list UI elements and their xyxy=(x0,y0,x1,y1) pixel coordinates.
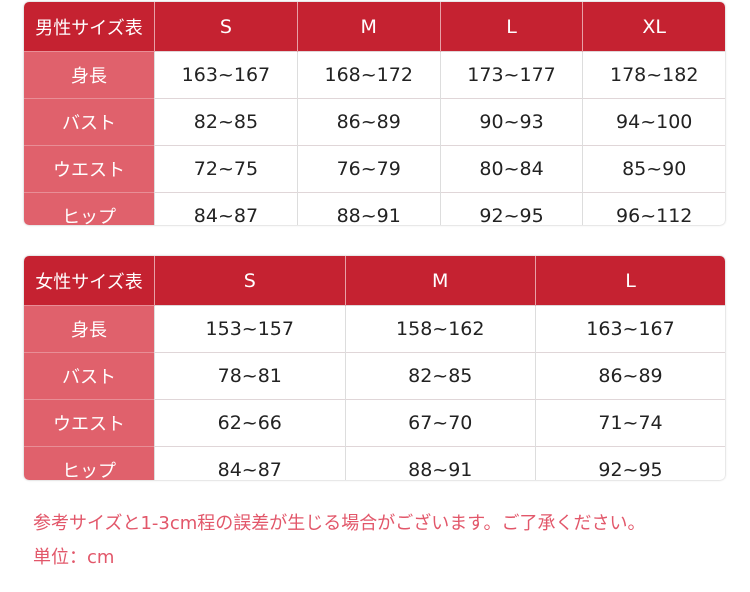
table-cell: 78~81 xyxy=(154,352,345,400)
men-size-table: 男性サイズ表 S M L XL 身長 163~167 168~172 173~177 178~1… xyxy=(24,2,725,225)
row-label: ウエスト xyxy=(24,399,155,447)
row-label: バスト xyxy=(24,352,155,400)
row-label: ウエスト xyxy=(24,145,155,193)
table-cell: 94~100 xyxy=(582,98,725,146)
table-cell: 71~74 xyxy=(535,399,725,447)
table-cell: 67~70 xyxy=(344,399,536,447)
table-cell: 72~75 xyxy=(154,145,298,193)
table-cell: 163~167 xyxy=(535,305,725,353)
table-cell: 84~87 xyxy=(154,192,298,225)
table-cell: 82~85 xyxy=(154,98,298,146)
table-cell: 86~89 xyxy=(535,352,725,400)
men-table-title: 男性サイズ表 xyxy=(24,2,155,52)
row-label: バスト xyxy=(24,98,155,146)
disclaimer-note: 参考サイズと1-3cm程の誤差が生じる場合がございます。ご了承ください。 xyxy=(33,513,646,534)
row-label: 身長 xyxy=(24,51,155,99)
unit-note: 単位：cm xyxy=(33,547,115,568)
table-cell: 82~85 xyxy=(344,352,536,400)
size-header-s: S xyxy=(154,256,345,306)
table-row: バスト 78~81 82~85 86~89 xyxy=(24,352,725,400)
table-row: ヒップ 84~87 88~91 92~95 96~112 xyxy=(24,192,725,225)
women-table-title: 女性サイズ表 xyxy=(24,256,155,306)
table-cell: 153~157 xyxy=(154,305,345,353)
table-row: ウエスト 62~66 67~70 71~74 xyxy=(24,399,725,447)
table-cell: 178~182 xyxy=(582,51,725,99)
size-header-xl: XL xyxy=(582,2,725,52)
table-cell: 158~162 xyxy=(344,305,536,353)
table-cell: 163~167 xyxy=(154,51,298,99)
table-cell: 88~91 xyxy=(344,446,536,480)
table-cell: 168~172 xyxy=(296,51,441,99)
table-cell: 84~87 xyxy=(154,446,345,480)
table-cell: 88~91 xyxy=(296,192,441,225)
table-cell: 86~89 xyxy=(296,98,441,146)
table-cell: 92~95 xyxy=(535,446,725,480)
size-header-s: S xyxy=(154,2,298,52)
size-header-m: M xyxy=(296,2,441,52)
table-cell: 62~66 xyxy=(154,399,345,447)
size-header-l: L xyxy=(535,256,725,306)
size-header-l: L xyxy=(439,2,583,52)
table-row: ウエスト 72~75 76~79 80~84 85~90 xyxy=(24,145,725,193)
size-header-m: M xyxy=(344,256,536,306)
table-row: 身長 163~167 168~172 173~177 178~182 xyxy=(24,51,725,99)
table-row: ヒップ 84~87 88~91 92~95 xyxy=(24,446,725,480)
table-cell: 173~177 xyxy=(439,51,583,99)
table-row: バスト 82~85 86~89 90~93 94~100 xyxy=(24,98,725,146)
table-row: 身長 153~157 158~162 163~167 xyxy=(24,305,725,353)
table-cell: 80~84 xyxy=(439,145,583,193)
table-cell: 92~95 xyxy=(439,192,583,225)
row-label: ヒップ xyxy=(24,192,155,225)
table-cell: 90~93 xyxy=(439,98,583,146)
row-label: 身長 xyxy=(24,305,155,353)
women-size-table: 女性サイズ表 S M L 身長 153~157 158~162 163~167 バスト 78~8… xyxy=(24,256,725,480)
row-label: ヒップ xyxy=(24,446,155,480)
table-cell: 85~90 xyxy=(582,145,725,193)
table-cell: 96~112 xyxy=(582,192,725,225)
table-cell: 76~79 xyxy=(296,145,441,193)
